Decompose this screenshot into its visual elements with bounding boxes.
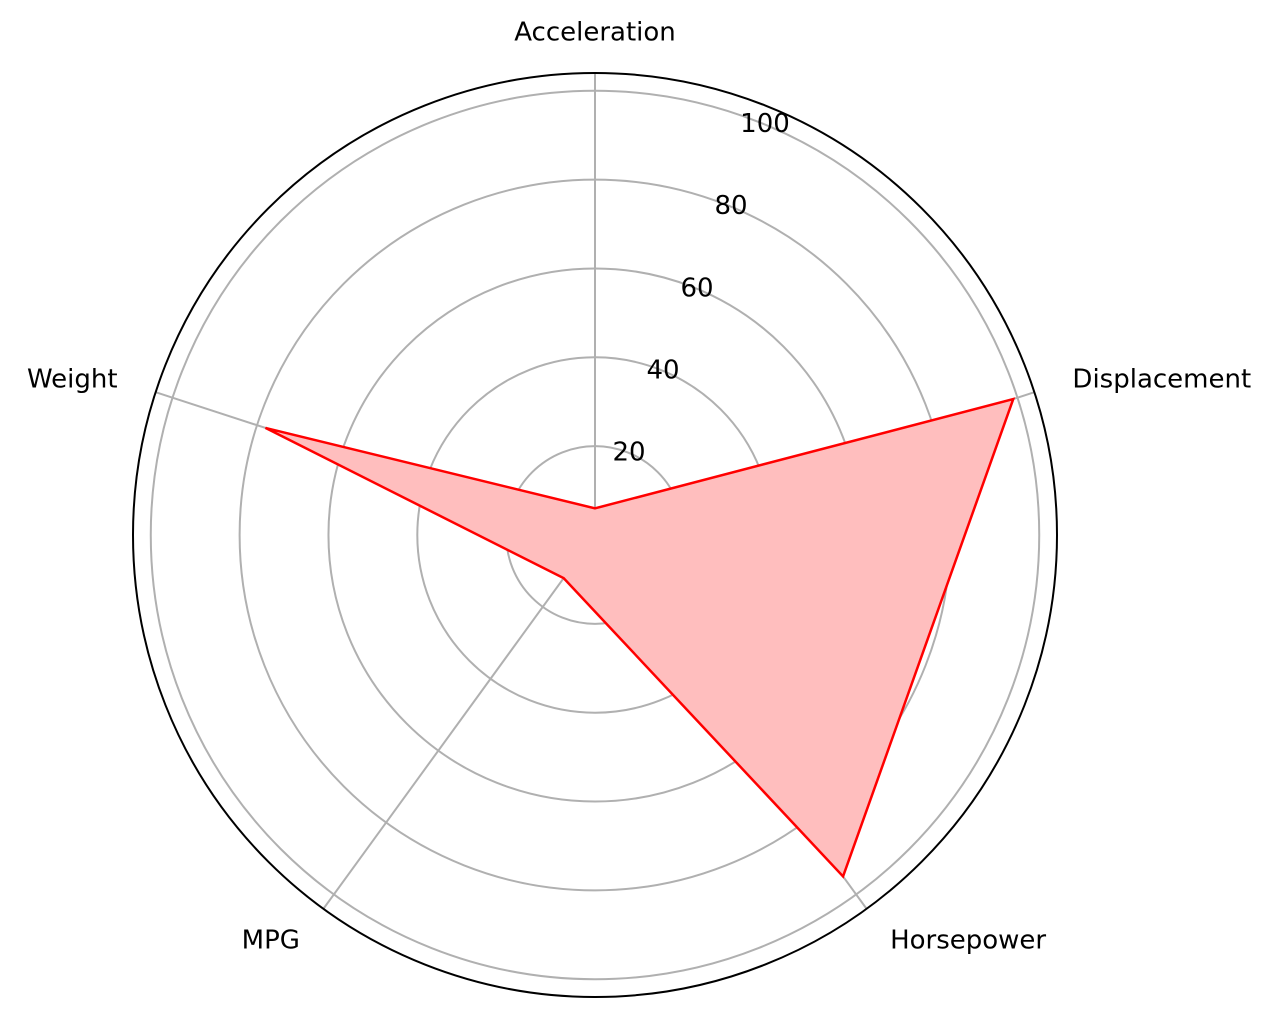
radial-tick-label: 20	[612, 437, 645, 467]
radial-tick-label: 100	[740, 109, 790, 139]
series-line	[264, 397, 1016, 879]
radial-tick-label: 80	[714, 191, 747, 221]
category-label: Displacement	[1072, 364, 1251, 394]
series-area	[265, 399, 1014, 877]
radial-tick-label: 60	[680, 273, 713, 303]
polar-frame	[132, 72, 1058, 998]
radial-tick-label: 40	[646, 355, 679, 385]
category-label: Acceleration	[514, 18, 676, 48]
category-label: MPG	[242, 926, 300, 956]
category-label: Weight	[27, 364, 118, 394]
category-label: Horsepower	[890, 926, 1046, 956]
spoke-line	[322, 534, 596, 910]
